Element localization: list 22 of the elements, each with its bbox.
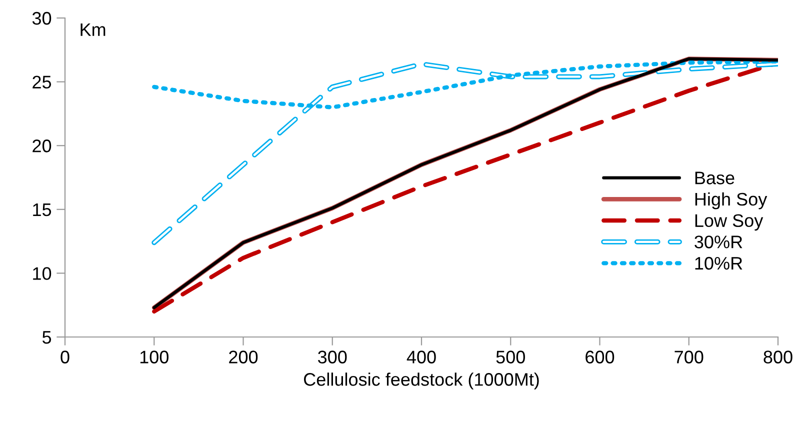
y-tick-label: 20 (32, 140, 52, 152)
y-tick-label: 10 (33, 267, 52, 280)
legend-label: Low Soy (695, 214, 764, 231)
y-tick-label: 5 (42, 331, 52, 344)
legend-label: Base (695, 172, 734, 184)
legend-label: 10%R (695, 256, 742, 270)
x-tick-label: 100 (140, 350, 168, 364)
y-tick-label: 30 (32, 12, 52, 25)
x-tick-label: 200 (229, 350, 258, 364)
x-tick-label: 800 (764, 350, 792, 364)
x-tick-label: 700 (674, 350, 704, 364)
legend-label: High Soy (695, 192, 768, 210)
y-axis-title: Km (80, 23, 106, 36)
x-axis-title: Cellulosic feedstock (1000Mt) (304, 372, 539, 390)
x-tick-label: 400 (406, 350, 436, 364)
legend-label: 30%R (694, 236, 742, 248)
x-tick-label: 500 (496, 350, 525, 364)
y-tick-label: 25 (32, 76, 52, 89)
y-tick-label: 15 (33, 204, 52, 216)
x-tick-label: 0 (60, 350, 70, 364)
x-tick-label: 600 (586, 350, 614, 364)
x-tick-label: 300 (318, 350, 347, 364)
